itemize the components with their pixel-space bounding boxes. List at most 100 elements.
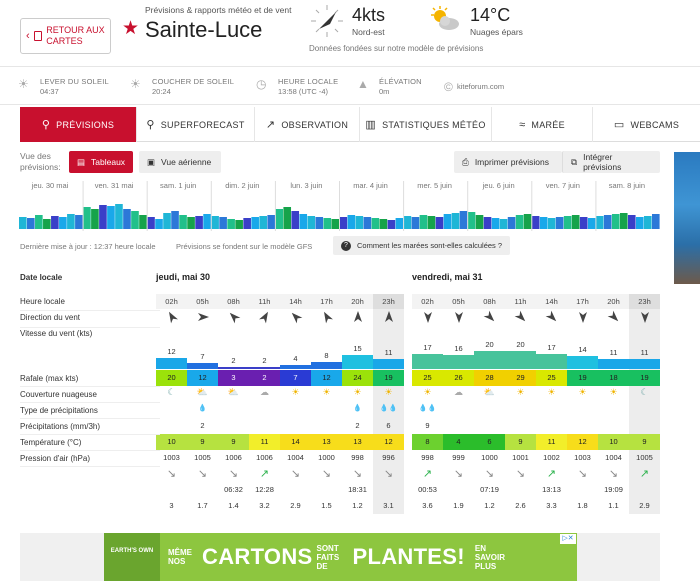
hour-cell: 20h (598, 294, 629, 309)
view-label: Vue des prévisions: (20, 151, 61, 172)
tide-arrow-icon: ↘ (197, 468, 208, 480)
wind-direction-arrow-icon (218, 311, 249, 327)
temperature-cell: 8 (412, 434, 443, 450)
strip-day-label[interactable]: sam. 1 juin (160, 181, 197, 190)
precip-value (249, 420, 280, 432)
strip-day-label[interactable]: ven. 31 mai (94, 181, 134, 190)
row-divider (20, 310, 160, 311)
temperature-cell: 10 (598, 434, 629, 450)
wind-speed-bar (373, 359, 404, 369)
tide-arrow-icon: ↘ (321, 468, 332, 480)
cloud-icon: ☾ (167, 387, 176, 397)
cloud-icon: ☀ (609, 387, 618, 397)
wind-direction-arrow-icon (598, 310, 629, 327)
copyright-icon: © (444, 80, 453, 94)
side-banner-image[interactable] (674, 152, 700, 284)
wind-direction-arrow-icon (567, 311, 598, 327)
ad-headline: PLANTES! (352, 544, 465, 569)
strip-bar (163, 213, 171, 229)
tide-arrow-icon: ↘ (352, 468, 363, 480)
strip-bar (491, 218, 500, 229)
view-aerial-button[interactable]: ▣ Vue aérienne (139, 151, 221, 173)
strip-day-label[interactable]: jeu. 6 juin (482, 181, 515, 190)
favorite-star-icon[interactable]: ★ (122, 18, 140, 39)
tide-time: 18:31 (348, 485, 367, 494)
wind-speed-value: 17 (423, 343, 432, 352)
ad-close-icon[interactable]: ▷✕ (560, 534, 576, 544)
printer-icon: ⎙ (462, 156, 469, 167)
partly-cloudy-icon (431, 6, 459, 30)
strip-bar (235, 220, 243, 229)
tab-observation[interactable]: ↗ OBSERVATION (255, 107, 360, 142)
forecast-overview-strip[interactable]: jeu. 30 mai ven. 31 mai sam. 1 juin dim. 2 … (19, 181, 660, 231)
hour-cell: 08h (474, 294, 505, 309)
strip-bar (99, 205, 107, 229)
strip-day-label[interactable]: sam. 8 juin (608, 181, 646, 190)
pressure-cell: 1004 (605, 453, 622, 462)
wind-speed-bar (280, 365, 311, 369)
strip-day-label[interactable]: jeu. 30 mai (31, 181, 69, 190)
integrate-button[interactable]: ⧉ Intégrer prévisions (562, 151, 660, 173)
gust-cell: 25 (412, 370, 443, 386)
tab-webcams[interactable]: ▭ WEBCAMS (613, 119, 680, 131)
strip-bar (363, 217, 372, 229)
precip-value (218, 420, 249, 432)
current-condition: Nuages épars (470, 27, 523, 37)
gust-cell: 2 (249, 370, 280, 386)
tab-superforecast[interactable]: ⚲ SUPERFORECAST (137, 107, 255, 142)
wind-direction-arrow-icon (280, 311, 311, 327)
strip-bar (51, 216, 59, 229)
wind-direction-arrow-icon (311, 311, 342, 327)
print-button[interactable]: ⎙ Imprimer prévisions (454, 151, 562, 173)
temperature-cell: 9 (187, 434, 218, 450)
advertisement[interactable]: EARTH'S OWN MÊME NOS CARTONS SONT FAITS … (104, 533, 577, 581)
tide-icon: ≈ (519, 118, 526, 131)
tab-statistics[interactable]: ▥ STATISTIQUES MÉTÉO (360, 107, 492, 142)
strip-day-label[interactable]: mar. 4 juin (353, 181, 388, 190)
strip-bar (91, 209, 99, 229)
hour-cell: 02h (156, 294, 187, 309)
wind-speed-value: 2 (231, 356, 236, 365)
row-divider (20, 386, 160, 387)
cloud-icon: ☀ (516, 387, 525, 397)
site-info: © kiteforum.com (444, 80, 505, 94)
divider (0, 104, 700, 105)
day-separator (404, 294, 412, 514)
strip-day-label[interactable]: mer. 5 juin (417, 181, 452, 190)
gust-cell: 28 (474, 370, 505, 386)
strip-day-label[interactable]: dim. 2 juin (225, 181, 260, 190)
wind-speed-bar (311, 362, 342, 369)
strip-bar (515, 215, 524, 229)
strip-day-label[interactable]: lun. 3 juin (290, 181, 323, 190)
row-label-precip: Précipitations (mm/3h) (20, 422, 101, 431)
strip-bar (603, 215, 612, 229)
wind-speed-bar (474, 351, 505, 369)
strip-bar (355, 216, 364, 229)
tab-forecast[interactable]: ⚲ PRÉVISIONS (20, 107, 137, 142)
strip-bar (267, 215, 275, 229)
view-tables-button[interactable]: ▤ Tableaux (69, 151, 134, 173)
wind-speed-bar (187, 363, 218, 369)
tab-tide[interactable]: ≈ MARÉE (492, 107, 593, 142)
tide-help-button[interactable]: ? Comment les marées sont-elles calculées… (333, 236, 511, 255)
temperature-cell: 14 (280, 434, 311, 450)
temperature-cell: 12 (567, 434, 598, 450)
tide-height: 3.6 (422, 501, 433, 510)
row-label-pressure: Pression d'air (hPa) (20, 454, 90, 463)
ad-text: SONT FAITS DE (316, 543, 340, 571)
temperature-cell: 9 (505, 434, 536, 450)
strip-bar (307, 216, 316, 229)
wind-speed-bar (567, 356, 598, 369)
strip-bar (203, 214, 211, 229)
wind-speed-bar (536, 354, 567, 369)
row-label-gust: Rafale (max kts) (20, 374, 79, 383)
back-to-maps-button[interactable]: ‹ RETOUR AUX CARTES (20, 18, 111, 54)
back-label: RETOUR AUX CARTES (46, 25, 105, 46)
strip-bar (539, 217, 548, 229)
tide-height: 3.3 (546, 501, 557, 510)
chart-line-icon: ↗ (265, 119, 276, 131)
wind-speed-value: 11 (609, 348, 618, 357)
row-divider (20, 402, 160, 403)
strip-day-label[interactable]: ven. 7 juin (545, 181, 580, 190)
tide-arrow-icon: ↗ (546, 468, 557, 480)
